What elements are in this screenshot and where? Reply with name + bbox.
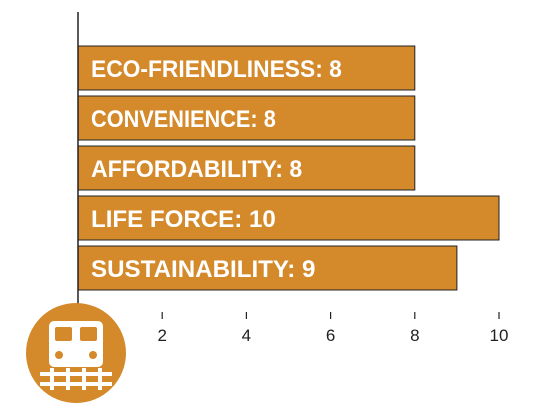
x-axis-ticks: 2 4 6 8 10 (157, 312, 508, 345)
x-tick-label: 10 (490, 326, 509, 345)
bar-label: CONVENIENCE: 8 (91, 106, 276, 133)
x-tick-label: 6 (326, 326, 335, 345)
bar-label: ECO-FRIENDLINESS: 8 (91, 56, 342, 83)
bar-label: LIFE FORCE: 10 (91, 206, 276, 233)
x-tick-label: 8 (410, 326, 419, 345)
bar-label: AFFORDABILITY: 8 (91, 156, 302, 183)
x-tick-label: 2 (157, 326, 166, 345)
train-icon-badge (26, 303, 126, 403)
x-tick-label: 4 (242, 326, 251, 345)
bars-group: ECO-FRIENDLINESS: 8 CONVENIENCE: 8 AFFORDA… (78, 46, 499, 290)
bar-label: SUSTAINABILITY: 9 (91, 256, 315, 283)
